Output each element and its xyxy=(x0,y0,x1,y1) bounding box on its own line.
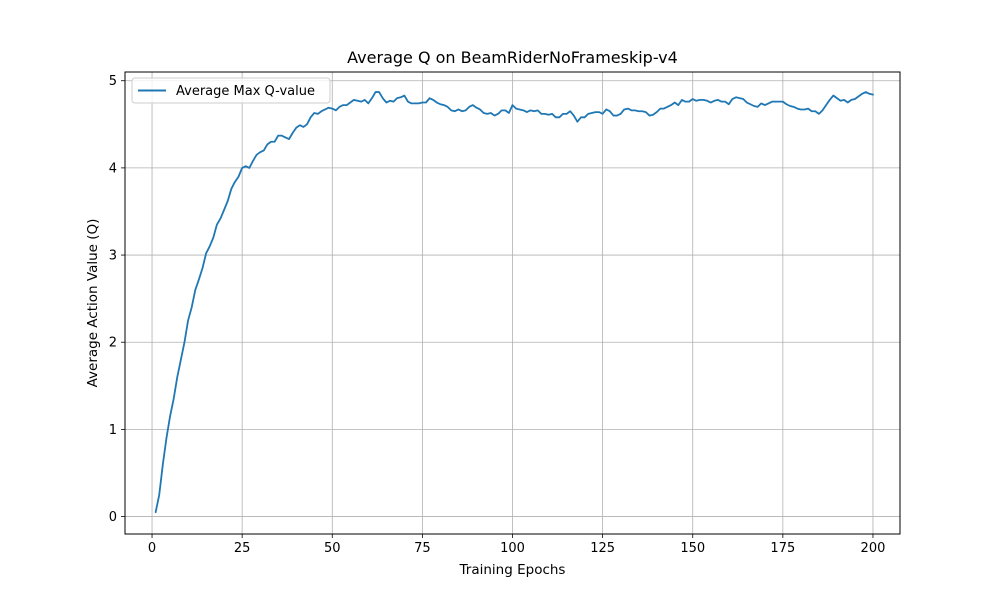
y-axis: 0 1 2 3 4 5 xyxy=(109,74,125,525)
x-tick-label: 175 xyxy=(770,541,795,556)
x-tick-label: 150 xyxy=(680,541,705,556)
legend-box xyxy=(131,77,331,104)
legend-label: Average Max Q-value xyxy=(176,84,315,99)
series-line xyxy=(154,91,874,514)
y-tick-label: 2 xyxy=(109,336,117,351)
x-tick-label: 75 xyxy=(414,541,431,556)
x-tick-label: 100 xyxy=(500,541,525,556)
series-layer xyxy=(154,91,874,514)
y-tick-label: 5 xyxy=(109,74,117,89)
y-tick-label: 1 xyxy=(109,423,117,438)
y-axis-title: Average Action Value (Q) xyxy=(85,219,101,388)
x-tick-label: 125 xyxy=(590,541,615,556)
y-tick-label: 0 xyxy=(109,510,117,525)
x-axis-title: Training Epochs xyxy=(459,562,566,578)
x-tick-label: 50 xyxy=(324,541,341,556)
y-tick-label: 3 xyxy=(109,249,117,264)
x-tick-label: 25 xyxy=(234,541,251,556)
x-tick-label: 200 xyxy=(861,541,886,556)
y-tick-label: 4 xyxy=(109,161,117,176)
legend: Average Max Q-value xyxy=(131,77,331,104)
grid xyxy=(125,72,900,534)
x-tick-label: 0 xyxy=(148,541,156,556)
x-axis: 0 25 50 75 100 125 150 175 200 xyxy=(148,534,885,556)
chart-title: Average Q on BeamRiderNoFrameskip-v4 xyxy=(347,48,678,67)
